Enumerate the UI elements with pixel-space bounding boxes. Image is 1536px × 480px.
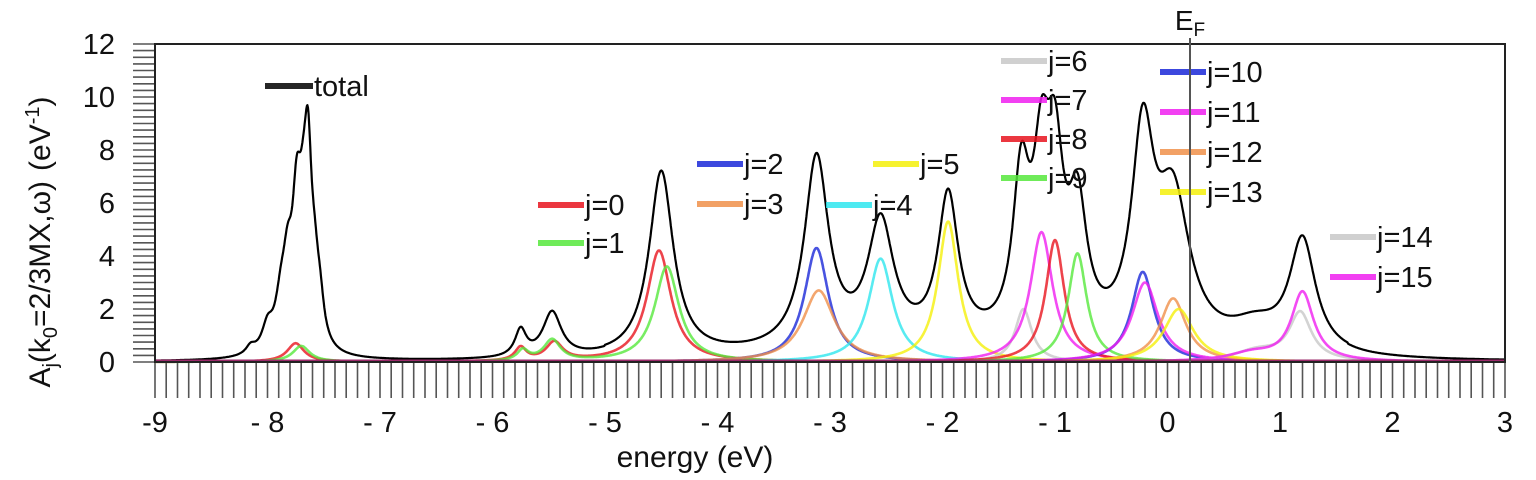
legend-item-j15: j=15 bbox=[1330, 262, 1433, 294]
legend-item-j12: j=12 bbox=[1160, 137, 1263, 169]
y-axis-title: Aj(k0=2/3MX,ω)(eV-1) bbox=[22, 96, 62, 387]
y-tick-label: 0 bbox=[99, 347, 115, 379]
legend-item-j3: j=3 bbox=[697, 189, 784, 221]
legend-label: total bbox=[314, 71, 369, 103]
x-tick-label: - 7 bbox=[363, 407, 397, 439]
legend-item-j7: j=7 bbox=[1001, 85, 1088, 117]
legend-item-j5: j=5 bbox=[873, 149, 960, 181]
x-tick-label: 3 bbox=[1497, 407, 1513, 439]
legend-item-j11: j=11 bbox=[1160, 97, 1260, 129]
x-axis-title: energy (eV) bbox=[617, 441, 774, 474]
x-tick-label: 0 bbox=[1159, 407, 1175, 439]
legend-item-j4: j=4 bbox=[826, 190, 913, 222]
legend-label: j=7 bbox=[1047, 85, 1088, 117]
legend-label: j=11 bbox=[1206, 97, 1260, 129]
legend-item-j0: j=0 bbox=[538, 190, 625, 222]
legend-label: j=10 bbox=[1206, 57, 1263, 89]
legend-item-j14: j=14 bbox=[1330, 222, 1433, 254]
legend-label: j=4 bbox=[872, 190, 913, 222]
x-tick-label: - 1 bbox=[1038, 407, 1072, 439]
total-layer bbox=[154, 92, 1506, 362]
x-tick-label: -9 bbox=[142, 407, 168, 439]
legend-label: j=5 bbox=[919, 149, 960, 181]
y-tick-label: 4 bbox=[99, 241, 115, 273]
legend-item-j10: j=10 bbox=[1160, 57, 1263, 89]
legend-label: j=3 bbox=[743, 189, 784, 221]
legend-item-j13: j=13 bbox=[1160, 177, 1263, 209]
legend-label: j=9 bbox=[1047, 163, 1088, 195]
x-tick-label: - 2 bbox=[926, 407, 960, 439]
minor-ticks bbox=[133, 43, 1506, 398]
legend-label: j=15 bbox=[1376, 262, 1433, 294]
legend-item-j6: j=6 bbox=[1001, 46, 1088, 78]
total-line bbox=[154, 92, 1506, 362]
x-tick-label: - 6 bbox=[476, 407, 510, 439]
legend: total j=0 j=1 j=2 j=3 j=4j=5 j=6 j=7 j=8 j=9 j=10 j… bbox=[265, 46, 1433, 294]
legend-item-total: total bbox=[265, 71, 369, 103]
legend-label: j=13 bbox=[1206, 177, 1263, 209]
legend-label: j=8 bbox=[1047, 124, 1088, 156]
legend-item-j9: j=9 bbox=[1001, 163, 1088, 195]
minor-tick-marks bbox=[133, 43, 1506, 398]
fermi-level-label: EF bbox=[1175, 5, 1205, 41]
legend-label: j=14 bbox=[1376, 222, 1433, 254]
x-tick-label: - 5 bbox=[588, 407, 622, 439]
legend-label: j=2 bbox=[743, 149, 784, 181]
y-tick-label: 8 bbox=[99, 135, 115, 167]
y-tick-label: 6 bbox=[99, 188, 115, 220]
y-tick-labels: 0 2 4 6 8 10 12 bbox=[83, 29, 115, 379]
y-tick-label: 12 bbox=[83, 29, 115, 61]
x-tick-label: 1 bbox=[1272, 407, 1288, 439]
legend-item-j8: j=8 bbox=[1001, 124, 1088, 156]
plot-frame bbox=[154, 43, 1506, 363]
x-tick-label: - 4 bbox=[701, 407, 735, 439]
legend-label: j=6 bbox=[1047, 46, 1088, 78]
y-tick-label: 10 bbox=[83, 82, 115, 114]
legend-item-j1: j=1 bbox=[538, 228, 625, 260]
axes-frame bbox=[154, 43, 1506, 363]
x-tick-labels: -9 - 8 - 7 - 6 - 5 - 4 - 3 - 2 - 1 0 1 2 3 bbox=[142, 407, 1513, 439]
x-tick-label: 2 bbox=[1384, 407, 1400, 439]
legend-label: j=0 bbox=[584, 190, 625, 222]
legend-item-j2: j=2 bbox=[697, 149, 784, 181]
y-tick-label: 2 bbox=[99, 294, 115, 326]
x-tick-label: - 3 bbox=[813, 407, 847, 439]
x-tick-label: - 8 bbox=[251, 407, 285, 439]
legend-label: j=12 bbox=[1206, 137, 1263, 169]
legend-label: j=1 bbox=[584, 228, 625, 260]
